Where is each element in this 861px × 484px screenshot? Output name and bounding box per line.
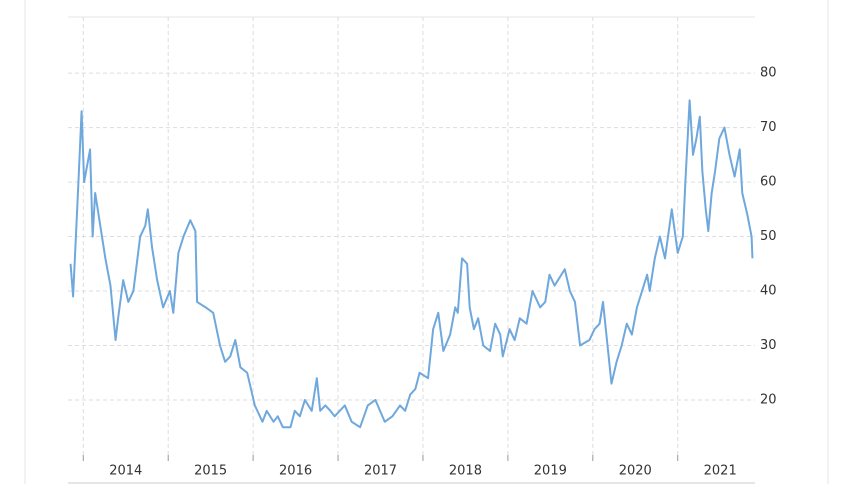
x-tick-label: 2015 xyxy=(194,464,227,479)
y-tick-label: 20 xyxy=(760,392,777,407)
y-tick-label: 40 xyxy=(760,284,777,299)
x-tick-label: 2016 xyxy=(279,464,312,479)
y-tick-label: 50 xyxy=(760,229,777,244)
x-tick-label: 2019 xyxy=(534,464,567,479)
y-tick-label: 80 xyxy=(760,66,777,81)
x-tick-label: 2014 xyxy=(109,464,142,479)
x-tick-label: 2021 xyxy=(704,464,737,479)
y-tick-label: 70 xyxy=(760,120,777,135)
data-line xyxy=(69,99,754,429)
x-tick-label: 2018 xyxy=(449,464,482,479)
y-tick-label: 30 xyxy=(760,338,777,353)
x-tick-label: 2017 xyxy=(364,464,397,479)
y-tick-label: 60 xyxy=(760,175,777,190)
x-tick-label: 2020 xyxy=(619,464,652,479)
